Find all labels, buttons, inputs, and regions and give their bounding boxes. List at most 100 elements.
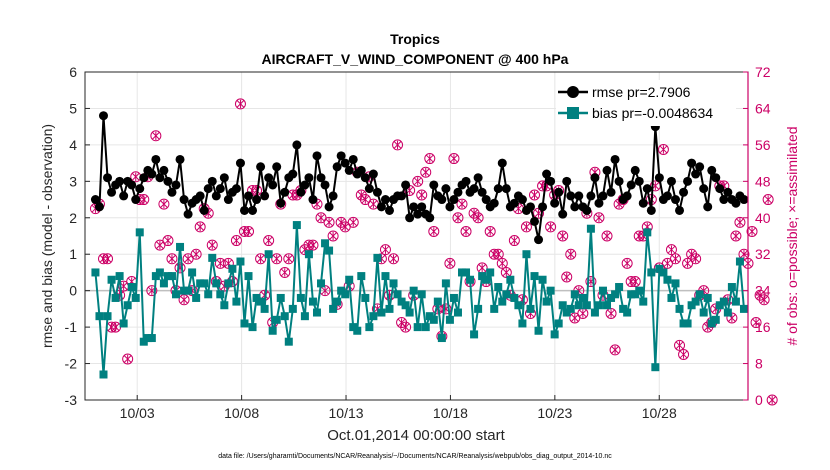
rmse-point [348,154,358,164]
rmse-point [646,205,656,215]
obs-assimilated-point [667,245,676,254]
left-tick-label: 5 [69,100,77,116]
obs-assimilated-point [486,227,495,236]
obs-assimilated-point [659,145,668,154]
obs-possible-point [766,394,778,406]
rmse-point [183,209,193,219]
obs-possible-point [327,230,339,242]
obs-possible-point [166,253,178,265]
obs-assimilated-point [393,140,402,150]
rmse-point [195,191,205,201]
legend-box [556,80,736,126]
bias-point [369,312,378,321]
bias-point [373,253,382,262]
rmse-point [175,154,185,164]
rmse-point [670,195,680,205]
rmse-point [449,195,459,205]
obs-assimilated-point [256,254,265,263]
obs-possible-point [500,266,512,278]
left-axis: -3 -2 -1 0 1 2 3 4 5 6 [65,64,90,408]
obs-possible-point [255,253,267,265]
obs-assimilated-point [232,236,241,245]
rmse-point [248,205,258,215]
rmse-point [634,176,644,186]
obs-possible-point [400,321,412,333]
left-tick-label: 6 [69,64,77,80]
bias-point [550,330,559,339]
bias-point [598,286,607,295]
rmse-point [372,187,382,197]
bias-point [655,264,664,273]
obs-possible-point [678,348,690,360]
obs-assimilated-point [510,236,519,245]
obs-assimilated-point [458,199,466,209]
rmse-point [445,202,455,212]
bias-point [425,312,434,321]
rmse-point [135,184,145,194]
bias-point [296,293,305,302]
x-tick-label: 10/28 [642,405,677,421]
obs-possible-point [601,230,613,242]
rmse-point [469,184,479,194]
obs-possible-point [323,216,335,228]
rmse-point [207,176,217,186]
obs-possible-point [609,344,621,356]
bias-point [667,293,676,302]
obs-assimilated-point [184,254,192,263]
x-axis: 10/03 10/08 10/13 10/18 10/23 10/28 [120,395,677,421]
obs-assimilated-point [736,218,744,227]
rmse-point [715,184,725,194]
rmse-point [683,176,693,186]
bias-point [462,268,471,277]
bias-point [288,304,297,313]
obs-possible-point [496,257,508,269]
obs-assimilated-point [595,213,603,222]
bias-point [377,308,386,317]
obs-assimilated-point [329,231,337,241]
obs-assimilated-point [111,322,120,332]
rmse-point [546,176,556,186]
rmse-point [401,180,411,190]
bias-point [542,297,551,306]
bias-point [180,286,189,295]
obs-assimilated-point [768,395,777,405]
obs-possible-point [657,143,669,155]
bias-point [445,315,454,324]
obs-assimilated-point [530,190,539,200]
bias-point [695,290,704,299]
rmse-point [703,202,713,212]
rmse-point [98,111,108,121]
obs-possible-point [307,239,319,251]
bias-point [437,334,446,343]
obs-possible-point [750,317,762,329]
rmse-point [441,184,451,194]
rmse-point [119,191,129,201]
bias-point [228,264,237,273]
bias-point [711,315,720,324]
obs-assimilated-point [454,213,462,222]
bias-point [155,268,164,277]
rmse-point [115,176,125,186]
rmse-point [534,235,544,245]
rmse-point [340,158,350,168]
obs-possible-point [416,189,428,201]
rmse-point [163,176,173,186]
bias-point [470,330,479,339]
obs-assimilated-point [139,195,148,204]
bias-point [393,290,402,299]
bias-point [280,312,289,321]
legend-rmse-label: rmse pr=2.7906 [592,84,691,100]
right-axis: 0 8 16 24 32 40 48 56 64 72 [743,64,771,408]
rmse-point [235,158,245,168]
legend-rmse-marker [567,86,579,98]
obs-possible-point [520,221,532,233]
bias-point [421,323,430,332]
obs-possible-point [762,194,774,206]
obs-assimilated-point [752,318,760,327]
bias-point [139,337,148,346]
rmse-point [654,173,664,183]
rmse-point [675,205,685,215]
obs-possible-point [758,294,770,306]
rmse-point [594,198,604,208]
bias-point [111,293,120,302]
